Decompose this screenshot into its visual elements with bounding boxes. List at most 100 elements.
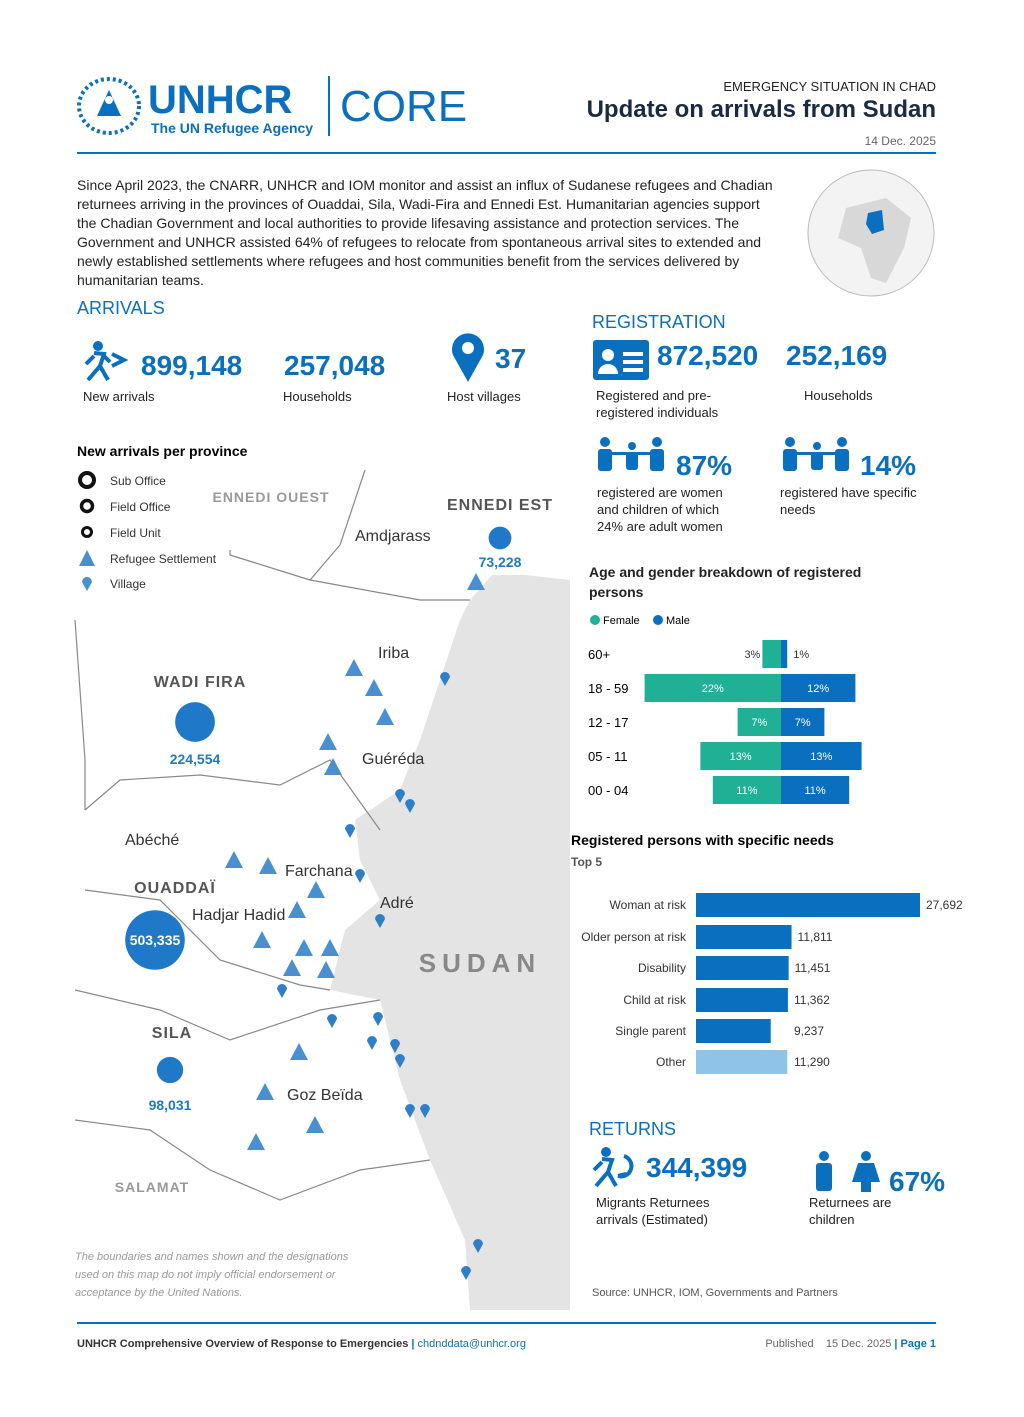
title: Update on arrivals from Sudan: [586, 96, 936, 123]
value-label: 11,362: [794, 993, 830, 1007]
boundaries: [74, 469, 470, 1201]
settlement-icon: [256, 1083, 274, 1100]
pin-icon: [452, 333, 484, 382]
village-icon: [327, 1014, 337, 1028]
stat-value: 37: [495, 343, 527, 374]
section-heading: REGISTRATION: [592, 312, 726, 332]
bar-label: 13%: [730, 751, 752, 763]
map: New arrivals per province Sub Office Field…: [74, 443, 570, 1310]
category-label: Single parent: [615, 1024, 686, 1038]
category-label: Other: [656, 1055, 686, 1069]
sudan-area: [330, 575, 570, 1310]
legend-label: Sub Office: [110, 474, 166, 488]
chart-subtitle: Top 5: [571, 855, 602, 869]
village-icon: [373, 1012, 383, 1026]
village-icon: [345, 824, 355, 838]
needs-chart: Registered persons with specific needs To…: [571, 832, 963, 1074]
settlement-icon: [295, 939, 313, 956]
disclaimer-box: The boundaries and names shown and the d…: [75, 1251, 348, 1299]
country-label: SUDAN: [419, 948, 541, 978]
legend-label: Refugee Settlement: [110, 552, 217, 566]
settlement-icon: [321, 939, 339, 956]
settlement-icon: [259, 857, 277, 874]
legend-label: Village: [110, 577, 146, 591]
bar: [696, 956, 789, 980]
published: Published: [765, 1338, 814, 1350]
bar-label: 3%: [744, 649, 760, 661]
bar: [737, 708, 781, 736]
region-name: SALAMAT: [115, 1179, 189, 1195]
village-icon: [405, 1104, 415, 1118]
section-heading: ARRIVALS: [77, 298, 165, 318]
bar-label: 22%: [702, 683, 724, 695]
village-icon: [473, 1239, 483, 1253]
settlement-icon: [376, 708, 394, 725]
stat-value: 67%: [889, 1166, 946, 1197]
legend-symbol: [81, 526, 93, 538]
footer-left: UNHCR Comprehensive Overview of Response…: [77, 1338, 526, 1350]
region-name: ENNEDI OUEST: [212, 489, 329, 505]
bar: [696, 925, 792, 949]
legend-label: Field Office: [110, 500, 171, 514]
village-icon: [395, 1054, 405, 1068]
place-label: Abéché: [125, 832, 179, 849]
divider: [328, 76, 330, 136]
value-label: 11,451: [795, 961, 831, 975]
legend-label: Male: [666, 615, 690, 627]
footer-text: UNHCR Comprehensive Overview of Response…: [77, 1338, 409, 1350]
village-icon: [277, 984, 287, 998]
legend-symbol: [79, 498, 95, 514]
bar-label: 11%: [804, 785, 825, 797]
section-heading: RETURNS: [589, 1119, 677, 1139]
bar: [696, 1019, 771, 1043]
region-value: 98,031: [149, 1097, 192, 1113]
family-icon: [598, 437, 664, 471]
age-label: 00 - 04: [588, 783, 628, 798]
intro: Since April 2023, the CNARR, UNHCR and I…: [77, 177, 773, 288]
bar: [644, 674, 781, 702]
value-label: 11,290: [794, 1055, 830, 1069]
page-number: Page 1: [900, 1338, 936, 1350]
age-gender-chart: Age and gender breakdown of registered p…: [588, 564, 862, 804]
published-date: 15 Dec. 2025: [825, 1338, 892, 1350]
stat-label: New arrivals: [83, 389, 155, 404]
children-icon: [816, 1151, 880, 1192]
locator-map: [807, 169, 935, 297]
region-value: 73,228: [479, 554, 522, 570]
bar: [700, 742, 781, 770]
place-label: Iriba: [378, 645, 409, 662]
stat-label: Host villages: [447, 389, 521, 404]
village-icon: [395, 789, 405, 803]
bar-label: 1%: [793, 649, 809, 661]
age-label: 05 - 11: [588, 749, 628, 764]
return-icon: [592, 1147, 634, 1188]
rule: [77, 152, 936, 154]
bar: [781, 640, 788, 668]
legend-swatch: [590, 615, 600, 625]
bar-label: 12%: [807, 683, 829, 695]
village-icon: [405, 799, 415, 813]
settlement-icon: [306, 1116, 324, 1133]
settlement-icon: [345, 659, 363, 676]
bar: [696, 893, 920, 917]
settlement-icon: [307, 881, 325, 898]
family-icon: [783, 437, 849, 471]
bar-label: 7%: [751, 717, 767, 729]
stat-value: 899,148: [141, 350, 243, 381]
map-title: New arrivals per province: [77, 443, 248, 459]
bar: [781, 708, 825, 736]
settlement-icon: [324, 758, 342, 775]
bar: [712, 776, 781, 804]
stat-value: 252,169: [786, 340, 888, 371]
age-label: 12 - 17: [588, 715, 628, 730]
stat-value: 14%: [860, 450, 917, 481]
stat-label: registered have specific needs: [780, 485, 917, 517]
stat-value: 87%: [676, 450, 733, 481]
value-label: 9,237: [794, 1024, 824, 1038]
stat-label: Households: [283, 389, 352, 404]
date: 14 Dec. 2025: [864, 134, 936, 148]
core: CORE: [340, 82, 468, 131]
region-bubble: [125, 910, 185, 970]
legend-label: Female: [603, 615, 640, 627]
legend-symbol: [82, 577, 92, 591]
